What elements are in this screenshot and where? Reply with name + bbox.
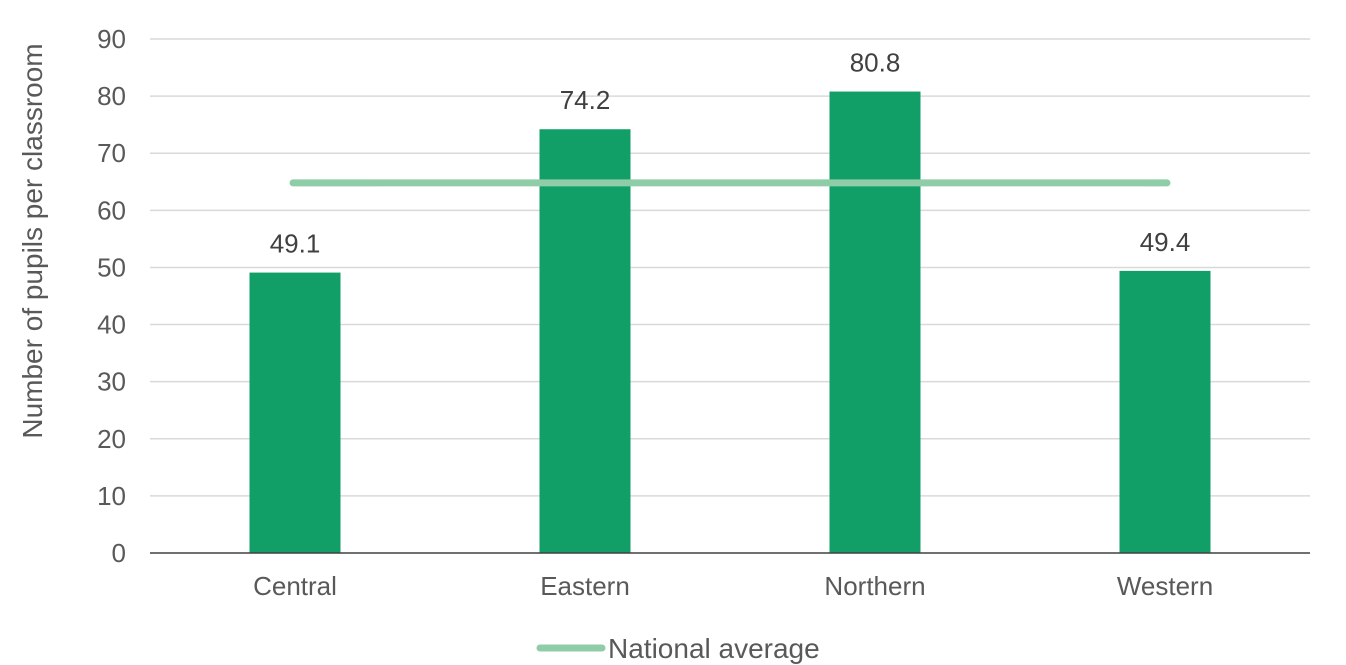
- legend: National average: [536, 633, 820, 664]
- y-tick-label: 0: [112, 538, 126, 568]
- bar-central: [249, 272, 341, 553]
- legend-label-national-average: National average: [608, 633, 820, 664]
- bars: [249, 91, 1211, 554]
- data-label-central: 49.1: [270, 229, 321, 259]
- x-tick-label-western: Western: [1117, 571, 1213, 601]
- data-labels: 49.1 74.2 80.8 49.4: [270, 48, 1191, 259]
- y-tick-label: 20: [97, 424, 126, 454]
- x-tick-label-central: Central: [253, 571, 337, 601]
- bar-eastern: [539, 129, 631, 554]
- bar-northern: [829, 91, 921, 553]
- y-tick-label: 60: [97, 195, 126, 225]
- data-label-eastern: 74.2: [560, 85, 611, 115]
- data-label-western: 49.4: [1140, 227, 1191, 257]
- y-tick-label: 70: [97, 138, 126, 168]
- y-tick-label: 80: [97, 81, 126, 111]
- bar-western: [1119, 270, 1211, 553]
- x-tick-label-northern: Northern: [824, 571, 925, 601]
- gridlines: [150, 38, 1310, 497]
- y-axis-ticks: 0 10 20 30 40 50 60 70 80 90: [97, 24, 126, 568]
- y-axis-label: Number of pupils per classroom: [17, 43, 48, 438]
- y-tick-label: 40: [97, 310, 126, 340]
- y-tick-label: 50: [97, 252, 126, 282]
- x-tick-label-eastern: Eastern: [540, 571, 630, 601]
- y-tick-label: 10: [97, 481, 126, 511]
- y-tick-label: 30: [97, 367, 126, 397]
- data-label-northern: 80.8: [850, 48, 901, 78]
- y-tick-label: 90: [97, 24, 126, 54]
- x-axis-ticks: Central Eastern Northern Western: [253, 571, 1213, 601]
